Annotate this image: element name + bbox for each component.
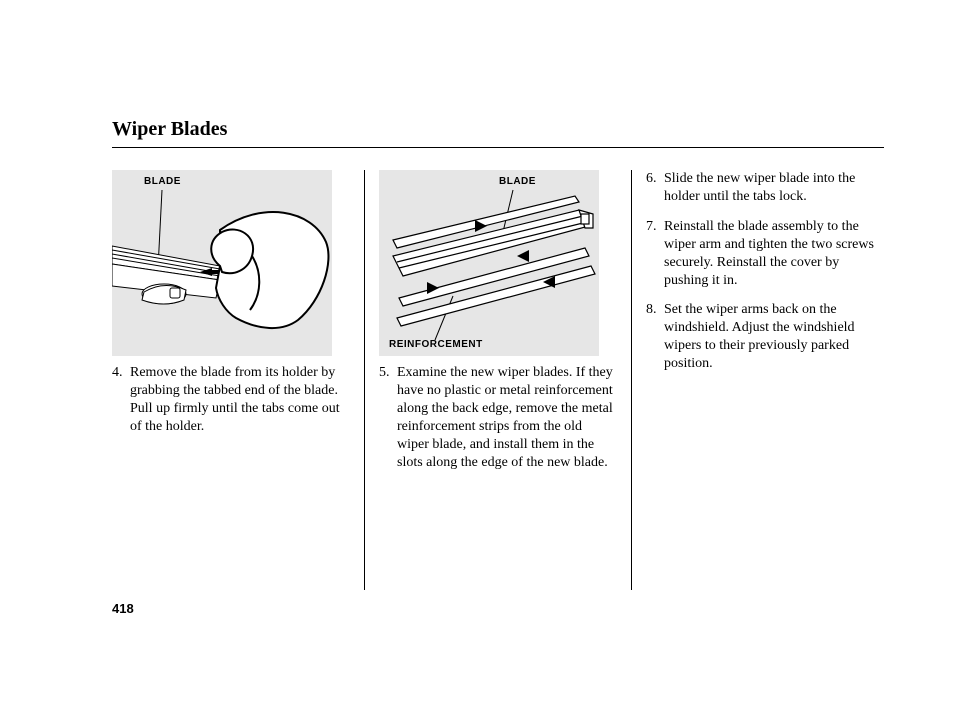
step-4: 4. Remove the blade from its holder by g… <box>112 364 350 436</box>
column-divider-2 <box>631 170 632 590</box>
step-text: Reinstall the blade assembly to the wipe… <box>664 218 884 290</box>
figure-blade-removal: BLADE <box>112 170 332 356</box>
page-number: 418 <box>112 601 134 616</box>
step-number: 6. <box>646 170 664 206</box>
content-columns: BLADE <box>112 170 884 590</box>
column-divider-1 <box>364 170 365 590</box>
step-number: 5. <box>379 364 397 471</box>
column-1: BLADE <box>112 170 360 590</box>
reinforcement-illustration <box>379 170 599 356</box>
step-7: 7. Reinstall the blade assembly to the w… <box>646 218 884 290</box>
blade-removal-illustration <box>112 170 332 356</box>
step-6: 6. Slide the new wiper blade into the ho… <box>646 170 884 206</box>
step-number: 7. <box>646 218 664 290</box>
manual-page: Wiper Blades BLADE <box>0 0 954 710</box>
step-8: 8. Set the wiper arms back on the windsh… <box>646 301 884 373</box>
page-title: Wiper Blades <box>112 118 884 141</box>
step-text: Set the wiper arms back on the windshiel… <box>664 301 884 373</box>
step-text: Examine the new wiper blades. If they ha… <box>397 364 617 471</box>
step-text: Remove the blade from its holder by grab… <box>130 364 350 436</box>
column-2: BLADE REINFORCEMENT <box>369 170 627 590</box>
title-rule <box>112 147 884 148</box>
step-text: Slide the new wiper blade into the holde… <box>664 170 884 206</box>
column-3: 6. Slide the new wiper blade into the ho… <box>636 170 884 590</box>
step-5: 5. Examine the new wiper blades. If they… <box>379 364 617 471</box>
figure-reinforcement: BLADE REINFORCEMENT <box>379 170 599 356</box>
step-number: 4. <box>112 364 130 436</box>
step-number: 8. <box>646 301 664 373</box>
